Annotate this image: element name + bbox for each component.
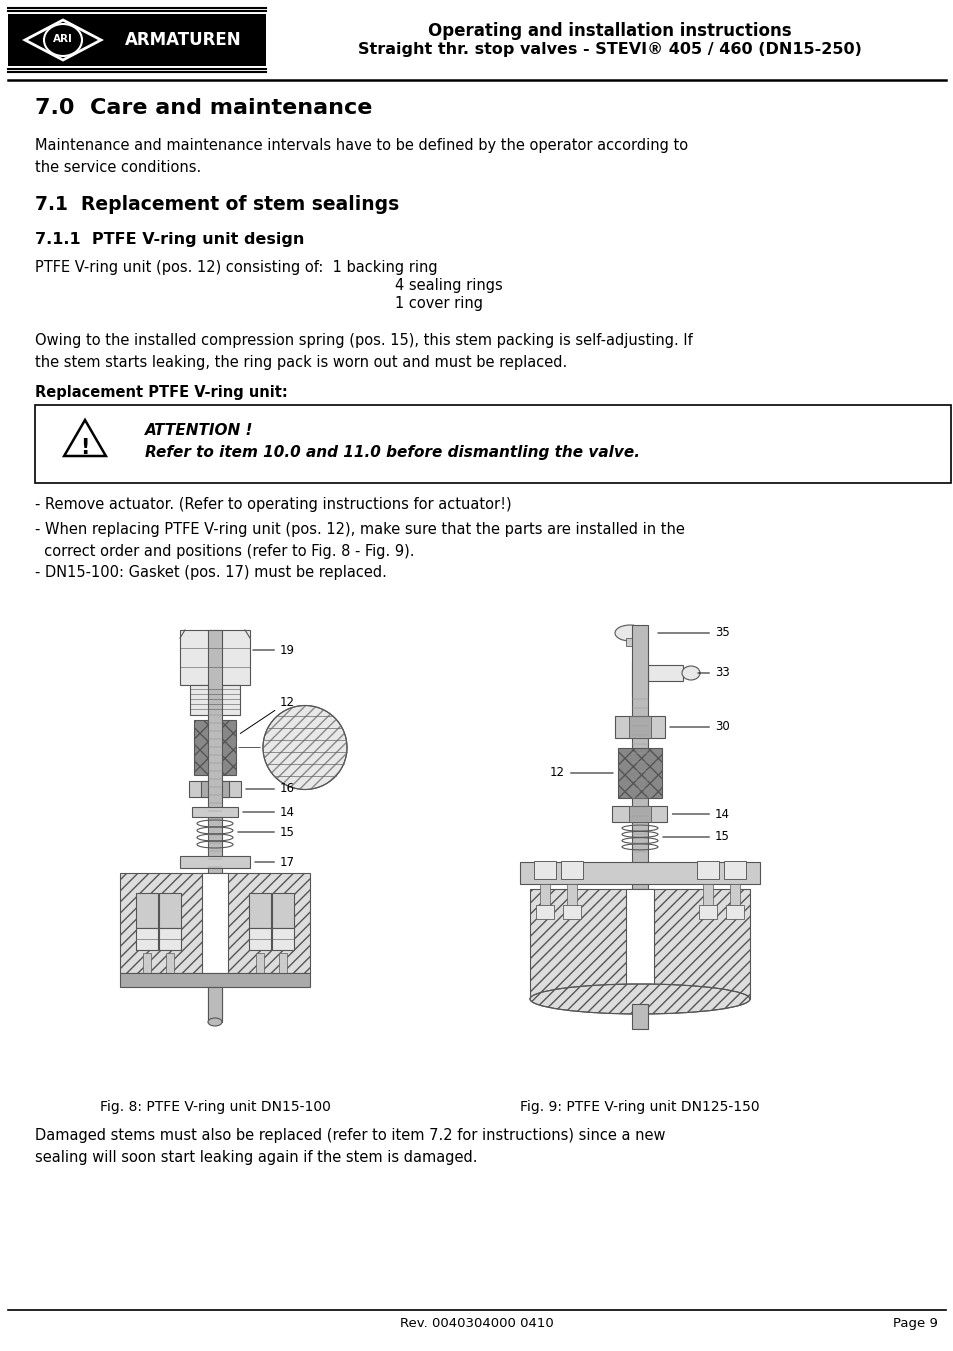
Bar — [725, 905, 743, 919]
Bar — [697, 861, 719, 880]
Text: ARMATUREN: ARMATUREN — [125, 31, 241, 49]
Bar — [530, 889, 749, 998]
Bar — [159, 893, 181, 928]
Ellipse shape — [681, 666, 700, 680]
Bar — [562, 905, 580, 919]
Bar — [35, 405, 950, 484]
Bar — [208, 988, 222, 1021]
Text: 7.1  Replacement of stem sealings: 7.1 Replacement of stem sealings — [35, 195, 399, 213]
Bar — [729, 884, 740, 915]
Bar — [631, 661, 647, 696]
Text: 30: 30 — [669, 720, 729, 734]
Bar — [120, 973, 310, 988]
Text: ARI: ARI — [53, 34, 72, 45]
Text: - When replacing PTFE V-ring unit (pos. 12), make sure that the parts are instal: - When replacing PTFE V-ring unit (pos. … — [35, 521, 684, 558]
Text: Fig. 8: PTFE V-ring unit DN15-100: Fig. 8: PTFE V-ring unit DN15-100 — [99, 1100, 330, 1115]
Text: Straight thr. stop valves - STEVI® 405 / 460 (DN15-250): Straight thr. stop valves - STEVI® 405 /… — [357, 42, 861, 57]
Text: Operating and installation instructions: Operating and installation instructions — [428, 22, 791, 41]
Polygon shape — [64, 420, 106, 457]
Bar — [539, 884, 550, 915]
Bar — [723, 861, 745, 880]
Bar — [193, 720, 235, 775]
Bar — [208, 630, 222, 1020]
Text: 19: 19 — [253, 643, 294, 657]
Bar — [647, 665, 682, 681]
Circle shape — [263, 705, 347, 789]
Bar — [272, 893, 294, 928]
Text: 12: 12 — [550, 766, 613, 780]
Bar — [699, 905, 717, 919]
Bar — [615, 716, 664, 738]
Bar — [618, 748, 661, 798]
Text: 1 cover ring: 1 cover ring — [395, 296, 482, 311]
Text: ATTENTION !: ATTENTION ! — [145, 423, 253, 438]
Bar — [8, 14, 266, 66]
Text: 12: 12 — [240, 696, 294, 734]
Ellipse shape — [615, 626, 644, 640]
Bar — [0, 0, 953, 78]
Text: - DN15-100: Gasket (pos. 17) must be replaced.: - DN15-100: Gasket (pos. 17) must be rep… — [35, 565, 387, 580]
Ellipse shape — [44, 24, 82, 55]
Text: 14: 14 — [242, 805, 294, 819]
Bar — [560, 861, 582, 880]
Text: !: ! — [80, 438, 90, 458]
Bar — [272, 928, 294, 950]
Bar — [136, 893, 158, 928]
Bar — [136, 928, 158, 950]
Bar — [249, 928, 271, 950]
Bar — [519, 862, 760, 884]
Text: Rev. 0040304000 0410: Rev. 0040304000 0410 — [399, 1317, 554, 1329]
Bar — [180, 630, 250, 685]
Bar — [625, 889, 654, 998]
Bar — [249, 893, 271, 928]
Text: 17: 17 — [254, 855, 294, 869]
Text: 15: 15 — [662, 831, 729, 843]
Bar — [120, 873, 310, 973]
Bar — [180, 857, 250, 867]
Bar — [534, 861, 556, 880]
Text: 33: 33 — [697, 666, 729, 680]
Ellipse shape — [208, 1019, 222, 1025]
Bar — [189, 781, 241, 797]
Bar — [612, 807, 667, 821]
Bar — [166, 952, 173, 973]
Bar — [143, 952, 151, 973]
Bar — [159, 928, 181, 950]
Text: Owing to the installed compression spring (pos. 15), this stem packing is self-a: Owing to the installed compression sprin… — [35, 332, 692, 370]
Ellipse shape — [530, 984, 749, 1015]
Text: 14: 14 — [672, 808, 729, 820]
Bar — [201, 781, 229, 797]
Text: PTFE V-ring unit (pos. 12) consisting of:  1 backing ring: PTFE V-ring unit (pos. 12) consisting of… — [35, 259, 437, 276]
Bar — [628, 807, 650, 821]
Bar — [192, 807, 237, 817]
Text: Fig. 9: PTFE V-ring unit DN125-150: Fig. 9: PTFE V-ring unit DN125-150 — [519, 1100, 759, 1115]
Bar — [625, 638, 634, 646]
Bar — [536, 905, 554, 919]
Text: 4 sealing rings: 4 sealing rings — [395, 278, 502, 293]
Bar — [631, 1004, 647, 1029]
Bar — [566, 884, 577, 915]
Text: Page 9: Page 9 — [892, 1317, 937, 1329]
Bar — [631, 626, 647, 1005]
Bar — [255, 952, 264, 973]
Text: 16: 16 — [246, 782, 294, 796]
Bar — [190, 685, 240, 715]
Bar — [628, 716, 650, 738]
Text: 15: 15 — [237, 825, 294, 839]
Text: Refer to item 10.0 and 11.0 before dismantling the valve.: Refer to item 10.0 and 11.0 before disma… — [145, 444, 639, 459]
Text: Damaged stems must also be replaced (refer to item 7.2 for instructions) since a: Damaged stems must also be replaced (ref… — [35, 1128, 665, 1165]
Text: Maintenance and maintenance intervals have to be defined by the operator accordi: Maintenance and maintenance intervals ha… — [35, 138, 687, 174]
Bar — [278, 952, 287, 973]
Text: - Remove actuator. (Refer to operating instructions for actuator!): - Remove actuator. (Refer to operating i… — [35, 497, 511, 512]
Bar — [202, 873, 228, 973]
Text: 35: 35 — [657, 627, 729, 639]
Bar — [702, 884, 712, 915]
Text: Replacement PTFE V-ring unit:: Replacement PTFE V-ring unit: — [35, 385, 288, 400]
Text: 7.1.1  PTFE V-ring unit design: 7.1.1 PTFE V-ring unit design — [35, 232, 304, 247]
Text: 7.0  Care and maintenance: 7.0 Care and maintenance — [35, 99, 372, 118]
